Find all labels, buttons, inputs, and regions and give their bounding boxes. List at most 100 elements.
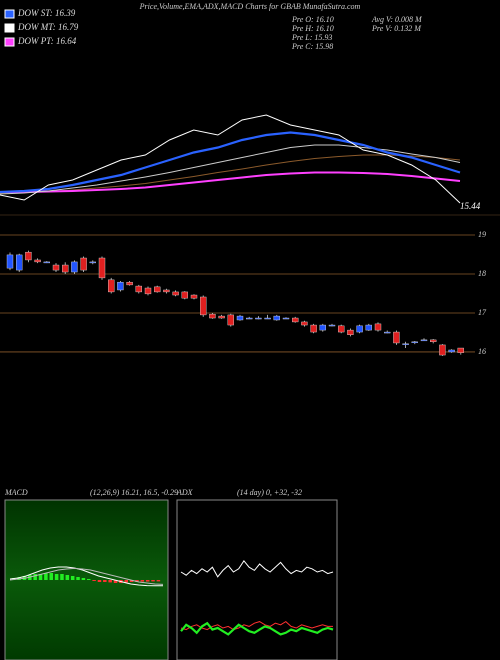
histogram-bar — [60, 574, 64, 580]
histogram-bar — [65, 575, 70, 580]
candle-body — [384, 331, 391, 334]
histogram-bar — [108, 580, 112, 583]
stat: Pre C: 15.98 — [291, 42, 333, 51]
histogram-bar — [38, 574, 43, 580]
candle-body — [236, 315, 244, 321]
histogram-bar — [92, 580, 96, 581]
panel-title: MACD — [4, 488, 28, 497]
histogram-bar — [49, 573, 53, 580]
panel-params: (12,26,9) 16.21, 16.5, -0.29 — [90, 488, 178, 497]
stat: Avg V: 0.008 M — [371, 15, 423, 24]
candle-body — [80, 257, 87, 271]
macd-line — [9, 567, 164, 585]
candle-body — [374, 323, 382, 331]
adx-line — [180, 559, 334, 578]
ema-line — [0, 131, 461, 194]
candle-body — [181, 291, 189, 299]
adx-panel — [176, 499, 338, 660]
candle-body — [16, 254, 23, 271]
legend-swatch — [4, 37, 15, 47]
candle-body — [448, 349, 455, 353]
ema-line — [0, 154, 461, 194]
candle-body — [411, 341, 418, 344]
candle-body — [338, 325, 345, 333]
candle-body — [126, 281, 133, 286]
histogram-bar — [76, 577, 80, 580]
candle-body — [282, 317, 290, 320]
candle-body — [199, 296, 207, 316]
candle-body — [117, 281, 124, 291]
price-label: 15.44 — [460, 201, 481, 211]
candle-body — [172, 291, 179, 296]
candle-body — [356, 325, 363, 333]
candle-body — [273, 315, 280, 321]
histogram-bar — [103, 580, 107, 582]
candle-body — [457, 347, 464, 353]
ema-line — [0, 171, 461, 193]
histogram-bar — [70, 576, 75, 580]
candle-body — [439, 344, 446, 356]
candle-body — [245, 317, 253, 320]
macd-line — [9, 566, 163, 587]
histogram-bar — [81, 578, 86, 580]
legend-label: DOW ST: 16.39 — [17, 8, 76, 18]
histogram-bar — [113, 580, 118, 583]
candle-body — [71, 261, 78, 273]
adx-line — [180, 620, 333, 631]
candle-body — [190, 294, 198, 299]
candle-body — [25, 251, 32, 261]
y-tick-label: 16 — [478, 347, 486, 356]
page-title: Price,Volume,EMA,ADX,MACD Charts for GBA… — [139, 2, 361, 11]
candle-body — [328, 324, 336, 327]
y-tick-label: 19 — [478, 230, 486, 239]
histogram-bar — [145, 580, 150, 582]
candle-body — [402, 343, 409, 345]
candle-body — [98, 257, 106, 279]
ema-line — [0, 114, 461, 204]
candle-body — [292, 317, 299, 323]
candle-body — [153, 286, 161, 293]
histogram-bar — [151, 580, 155, 582]
histogram-bar — [33, 574, 37, 580]
candle-body — [144, 287, 152, 295]
stat: Pre H: 16.10 — [291, 24, 334, 33]
candle-body — [135, 285, 143, 293]
histogram-bar — [129, 580, 134, 582]
candle-body — [347, 329, 354, 335]
histogram-bar — [156, 580, 161, 582]
adx-line — [180, 621, 334, 636]
candle-body — [420, 339, 428, 342]
y-tick-label: 17 — [478, 308, 487, 317]
candle-body — [163, 289, 170, 293]
candle-body — [310, 324, 317, 333]
histogram-bar — [44, 573, 48, 580]
candle-body — [218, 315, 225, 319]
candle-body — [6, 254, 14, 269]
histogram-bar — [54, 574, 59, 580]
histogram-bar — [97, 580, 102, 582]
candle-body — [107, 279, 115, 293]
candle-body — [34, 259, 41, 263]
y-tick-label: 18 — [478, 269, 486, 278]
stat: Pre L: 15.93 — [291, 33, 332, 42]
stat: Pre O: 16.10 — [291, 15, 334, 24]
candle-body — [255, 317, 262, 320]
legend-label: DOW MT: 16.79 — [17, 22, 79, 32]
candle-body — [301, 321, 308, 326]
candle-body — [264, 317, 271, 320]
panel-params: (14 day) 0, +32, -32 — [237, 488, 302, 497]
stat: Pre V: 0.132 M — [371, 24, 422, 33]
legend-swatch — [4, 9, 15, 19]
candle-body — [430, 339, 437, 343]
legend-swatch — [4, 23, 15, 33]
histogram-bar — [87, 579, 91, 580]
histogram-bar — [140, 580, 145, 582]
histogram-bar — [124, 580, 128, 583]
candle-body — [62, 264, 69, 273]
candle-body — [365, 324, 372, 331]
histogram-bar — [135, 580, 139, 582]
ema-line — [0, 144, 461, 195]
candle-body — [319, 324, 326, 331]
candle-body — [209, 313, 216, 319]
